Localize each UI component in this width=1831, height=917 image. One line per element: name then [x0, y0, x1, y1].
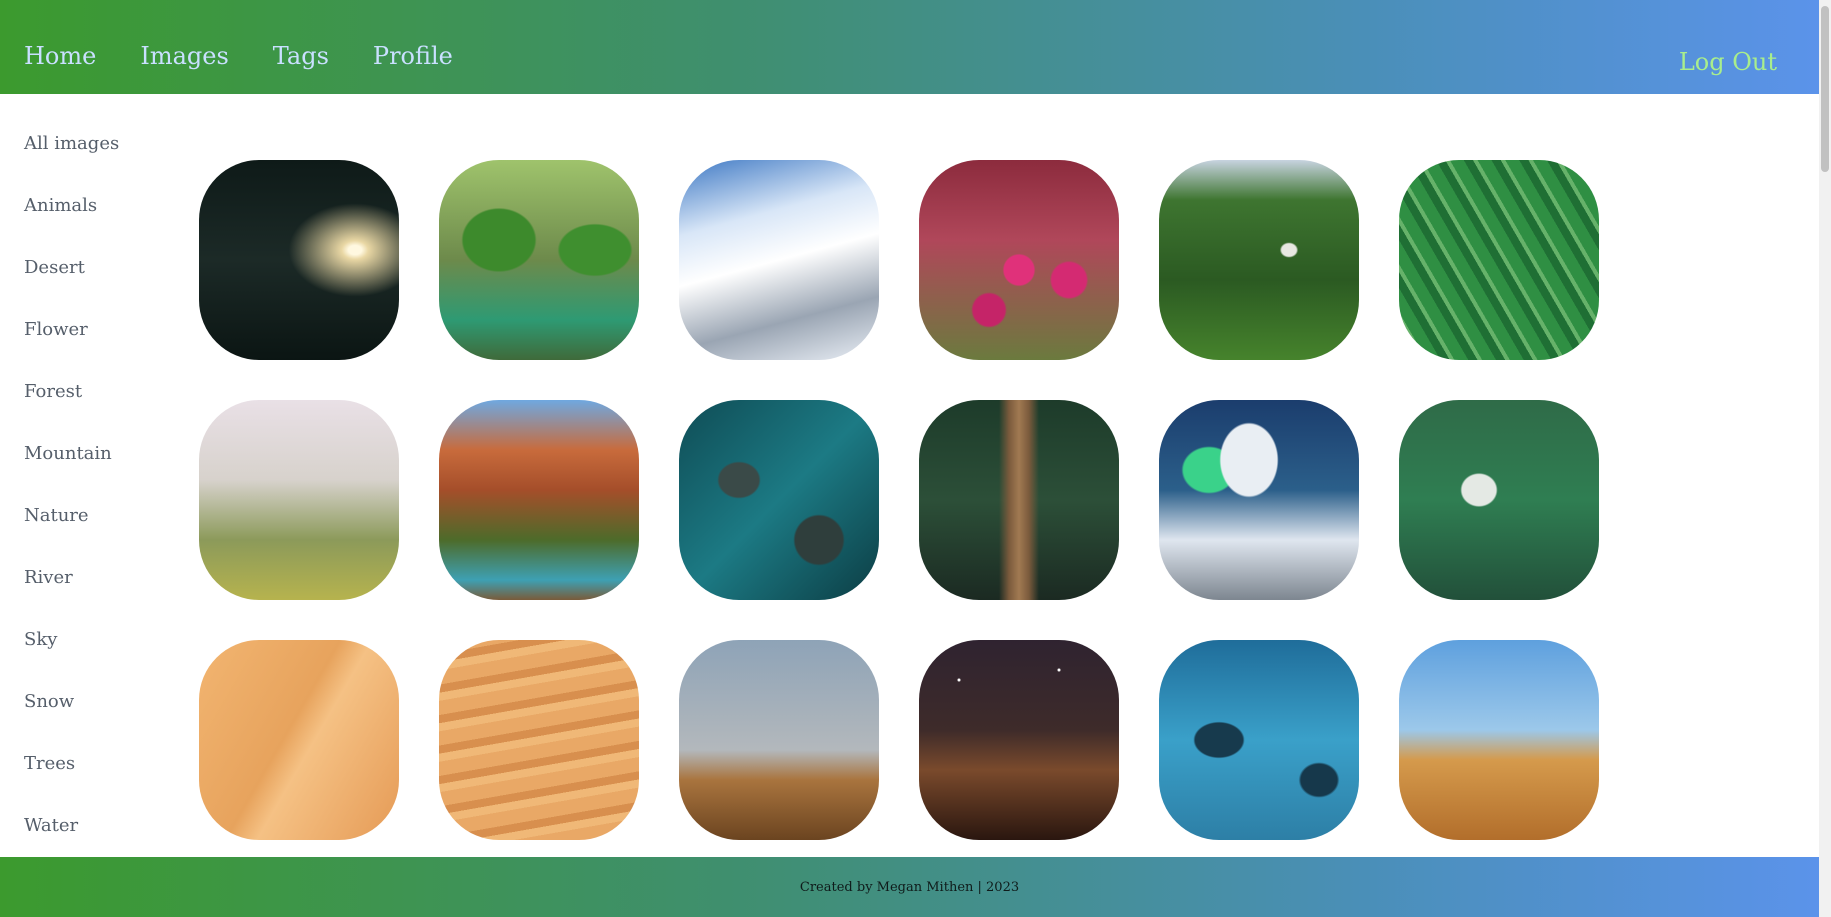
gallery-image-desert-sky[interactable]: [1399, 640, 1599, 840]
gallery-image-desert-dune[interactable]: [199, 640, 399, 840]
gallery-image-canyon-river[interactable]: [439, 400, 639, 600]
sidebar-item-water[interactable]: Water: [24, 815, 79, 836]
gallery-image-aurora[interactable]: [1159, 400, 1359, 600]
gallery-image-suspension-bridge[interactable]: [919, 400, 1119, 600]
gallery-image-parrots[interactable]: [439, 160, 639, 360]
sidebar-item-snow[interactable]: Snow: [24, 691, 75, 712]
sidebar-item-forest[interactable]: Forest: [24, 381, 83, 402]
top-navbar: Home Images Tags Profile Log Out: [0, 0, 1819, 94]
sidebar-item-mountain[interactable]: Mountain: [24, 443, 112, 464]
gallery-image-forest-house[interactable]: [1159, 160, 1359, 360]
gallery-image-palm-trees[interactable]: [199, 400, 399, 600]
logout-link[interactable]: Log Out: [1678, 48, 1777, 76]
gallery-image-ocean-rocks[interactable]: [679, 400, 879, 600]
image-gallery: [199, 160, 1599, 840]
gallery-image-tree-canopy[interactable]: [1399, 400, 1599, 600]
gallery-image-desert-night[interactable]: [919, 640, 1119, 840]
gallery-image-desert-horizon[interactable]: [679, 640, 879, 840]
main-nav: Home Images Tags Profile: [24, 42, 453, 70]
category-sidebar: All images Animals Desert Flower Forest …: [24, 133, 174, 877]
gallery-image-dolphins[interactable]: [1159, 640, 1359, 840]
sidebar-item-animals[interactable]: Animals: [24, 195, 98, 216]
gallery-image-water[interactable]: [199, 160, 399, 360]
nav-home[interactable]: Home: [24, 42, 97, 70]
page-footer: Created by Megan Mithen | 2023: [0, 857, 1819, 917]
sidebar-item-trees[interactable]: Trees: [24, 753, 76, 774]
gallery-image-snowy-mountain[interactable]: [679, 160, 879, 360]
gallery-image-pink-flowers[interactable]: [919, 160, 1119, 360]
sidebar-item-river[interactable]: River: [24, 567, 73, 588]
sidebar-item-all-images[interactable]: All images: [24, 133, 120, 154]
gallery-image-desert-ripples[interactable]: [439, 640, 639, 840]
nav-tags[interactable]: Tags: [272, 42, 329, 70]
sidebar-item-sky[interactable]: Sky: [24, 629, 58, 650]
nav-images[interactable]: Images: [140, 42, 229, 70]
sidebar-item-nature[interactable]: Nature: [24, 505, 89, 526]
sidebar-item-flower[interactable]: Flower: [24, 319, 88, 340]
footer-credit: Created by Megan Mithen | 2023: [799, 879, 1020, 895]
gallery-image-green-leaf[interactable]: [1399, 160, 1599, 360]
scrollbar-thumb[interactable]: [1821, 6, 1829, 172]
sidebar-item-desert[interactable]: Desert: [24, 257, 85, 278]
page-scrollbar[interactable]: [1819, 0, 1831, 917]
nav-profile[interactable]: Profile: [372, 42, 453, 70]
